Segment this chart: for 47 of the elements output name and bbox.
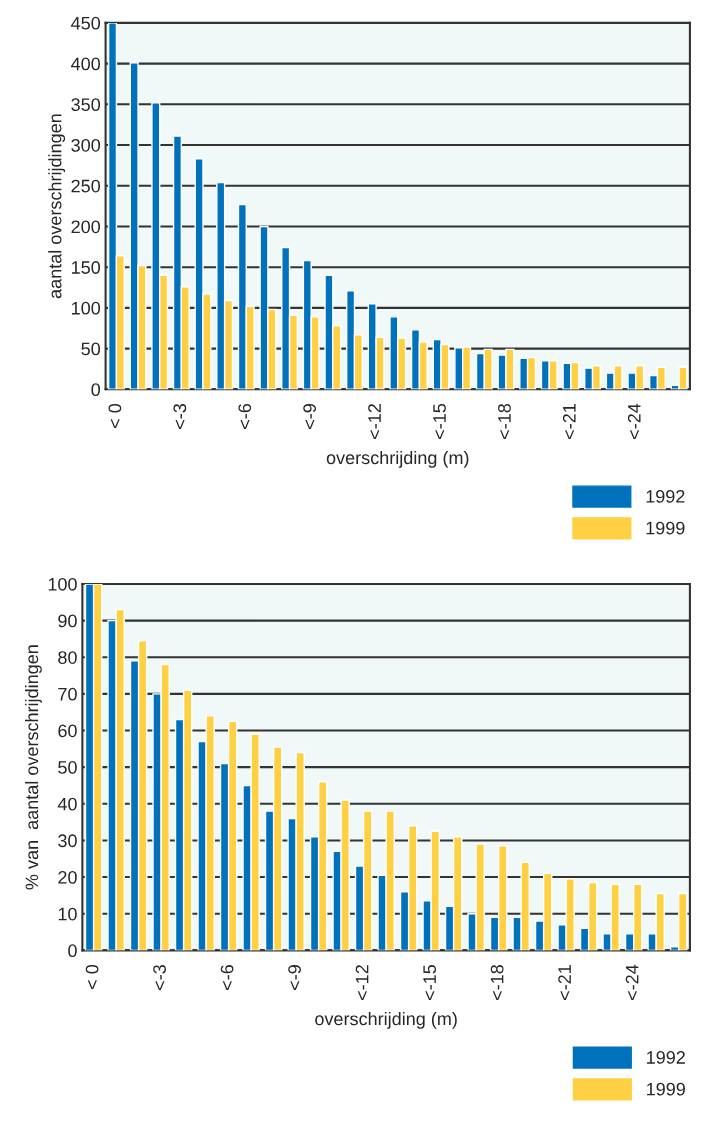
y-tick-label: 20	[58, 871, 77, 884]
y-tick-label: 50	[58, 761, 77, 774]
y-tick-label: 0	[68, 944, 77, 958]
x-tick-label: <-24	[625, 964, 639, 1000]
x-tick-label: <-3	[153, 965, 166, 990]
x-tick-label: <-21	[558, 965, 571, 1000]
x-tick-label: <-24	[627, 403, 641, 439]
x-tick-label: <-18	[498, 403, 511, 439]
x-tick-label: <-21	[562, 404, 576, 439]
y-tick-label: 400	[71, 57, 101, 71]
legend-label: 1999	[646, 521, 685, 535]
y-tick-label: 60	[58, 724, 77, 738]
y-tick-label: 90	[58, 614, 77, 628]
x-tick-label: <-12	[368, 404, 381, 439]
y-tick-label: 0	[91, 383, 101, 397]
x-tick-label: < 0	[85, 964, 99, 989]
y-tick-label: 50	[81, 342, 101, 356]
legend-label: 1992	[646, 489, 685, 503]
x-axis-title: overschrijding (m)	[315, 1011, 457, 1029]
y-tick-label: 100	[71, 301, 101, 315]
y-tick-label: 70	[58, 687, 77, 701]
y-axis-title: % van aantal overschrijdingen	[25, 645, 42, 890]
legend-label: 1992	[647, 1051, 685, 1064]
x-tick-label: < 0	[108, 403, 122, 428]
x-tick-label: <-9	[288, 965, 301, 990]
y-axis-title: aantal overschrijdingen	[48, 114, 66, 299]
y-tick-label: 150	[71, 261, 101, 274]
x-tick-label: <-15	[423, 964, 436, 1000]
y-tick-label: 350	[71, 98, 101, 112]
x-tick-label: <-9	[303, 404, 317, 429]
x-tick-label: <-6	[220, 965, 234, 990]
y-tick-label: 30	[58, 834, 77, 848]
legend-label: 1999	[647, 1082, 685, 1096]
x-tick-label: <-12	[355, 965, 369, 1000]
y-tick-label: 40	[57, 797, 77, 811]
y-tick-label: 300	[71, 138, 101, 152]
y-tick-label: 200	[71, 220, 101, 234]
x-axis-title: overschrijding (m)	[326, 450, 469, 468]
y-tick-label: 250	[71, 179, 101, 193]
y-tick-label: 10	[58, 907, 77, 921]
y-tick-label: 450	[71, 16, 101, 30]
x-tick-label: <-3	[173, 403, 187, 429]
y-tick-label: 80	[58, 651, 77, 664]
y-tick-label: 100	[48, 577, 77, 591]
x-tick-label: <-6	[238, 403, 252, 429]
x-tick-label: <-15	[433, 403, 446, 439]
x-tick-label: <-18	[490, 965, 504, 1000]
